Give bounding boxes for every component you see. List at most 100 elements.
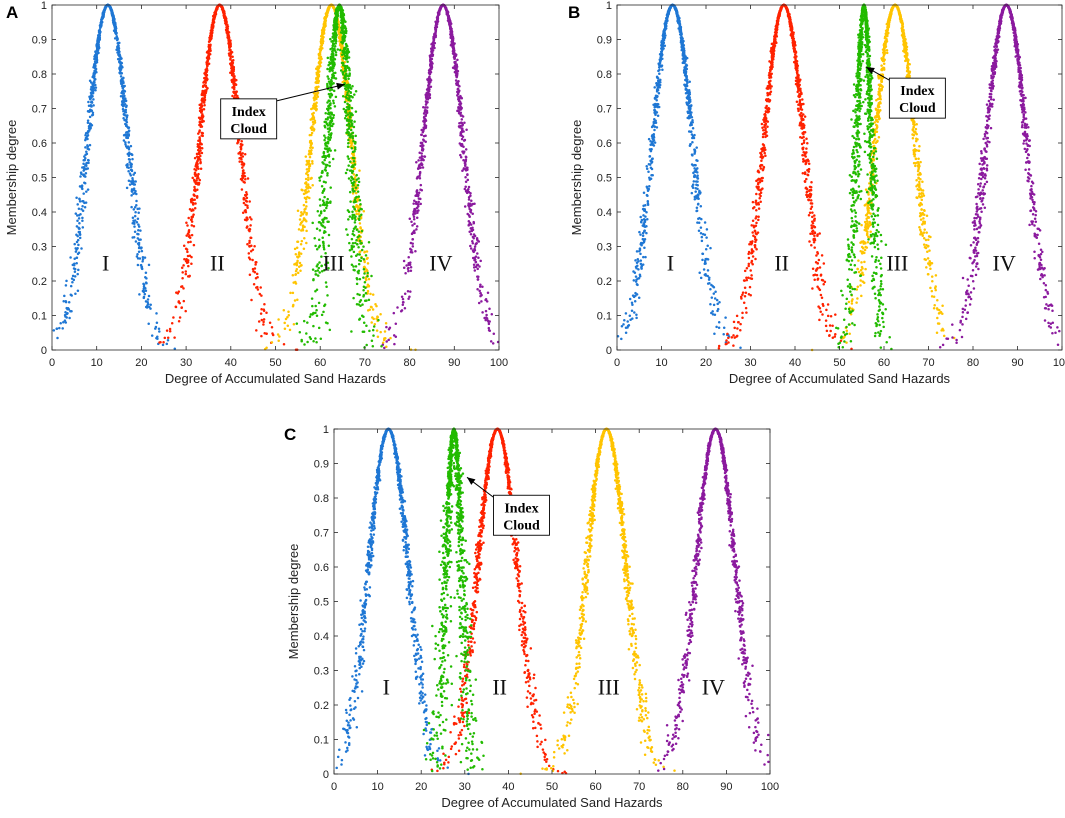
point	[349, 91, 353, 95]
point	[303, 237, 306, 240]
point	[144, 281, 148, 284]
point	[462, 167, 466, 171]
point	[467, 205, 471, 208]
point	[155, 321, 159, 325]
point	[190, 255, 193, 259]
point	[283, 321, 286, 325]
point	[172, 316, 175, 319]
point	[409, 269, 413, 273]
point	[324, 136, 327, 140]
point	[343, 116, 347, 120]
point	[199, 104, 203, 107]
point	[199, 111, 203, 114]
point	[328, 328, 332, 332]
point	[300, 340, 303, 343]
point	[64, 321, 68, 324]
point	[347, 127, 351, 130]
point	[432, 38, 436, 42]
point	[487, 326, 491, 330]
point	[221, 6, 224, 10]
point	[420, 147, 424, 151]
point	[325, 200, 329, 204]
point	[76, 289, 80, 293]
point	[356, 184, 360, 187]
point	[81, 219, 84, 222]
point	[322, 35, 325, 39]
point	[111, 14, 115, 18]
point	[458, 142, 462, 145]
point	[420, 152, 423, 155]
point	[65, 316, 68, 319]
point	[394, 322, 398, 326]
point	[142, 289, 145, 292]
point	[350, 146, 354, 150]
point	[70, 294, 73, 297]
point	[329, 96, 332, 99]
point	[254, 260, 257, 264]
point	[358, 277, 362, 281]
point	[64, 311, 67, 314]
point	[335, 33, 338, 37]
point	[131, 181, 135, 185]
point	[140, 249, 144, 253]
point	[306, 183, 309, 186]
point	[371, 328, 375, 332]
panel-a: A 0 10 20 30 40 50 60 70 80 90 10000.10.20.30.40.5…	[4, 0, 508, 386]
point	[301, 188, 304, 192]
point	[203, 104, 206, 107]
point	[166, 338, 170, 342]
point	[450, 36, 454, 39]
point	[131, 157, 134, 161]
point	[81, 205, 84, 208]
point	[345, 228, 348, 231]
point	[79, 175, 82, 178]
series-i	[52, 3, 177, 350]
point	[310, 128, 314, 131]
point	[297, 228, 301, 231]
point	[215, 6, 219, 10]
point	[316, 269, 320, 272]
point	[354, 186, 358, 190]
point	[353, 93, 356, 96]
point	[323, 120, 326, 124]
point	[180, 306, 183, 309]
point	[184, 309, 187, 313]
point	[202, 81, 205, 84]
point	[324, 111, 327, 115]
point	[469, 232, 473, 236]
point	[298, 261, 302, 265]
point	[200, 117, 204, 120]
point	[355, 278, 359, 281]
point	[158, 341, 161, 344]
point	[55, 327, 59, 330]
point	[74, 212, 78, 215]
point	[256, 288, 260, 291]
point	[318, 179, 322, 182]
point	[341, 42, 344, 45]
point	[69, 284, 73, 288]
point	[318, 198, 322, 201]
point	[373, 322, 377, 326]
point	[74, 247, 77, 250]
point	[125, 146, 129, 149]
point	[335, 14, 338, 17]
point	[309, 177, 312, 181]
point	[323, 125, 327, 129]
point	[127, 170, 130, 173]
point	[466, 212, 469, 216]
point	[141, 260, 144, 263]
point	[343, 74, 347, 77]
point	[225, 23, 228, 26]
point	[316, 91, 320, 94]
point	[296, 271, 300, 275]
point	[487, 320, 490, 324]
point	[211, 24, 215, 27]
point	[311, 107, 315, 110]
point	[234, 93, 238, 97]
point	[317, 246, 321, 249]
point	[353, 268, 356, 272]
point	[321, 236, 324, 239]
point	[163, 336, 167, 340]
point	[460, 142, 464, 146]
point	[238, 150, 242, 154]
